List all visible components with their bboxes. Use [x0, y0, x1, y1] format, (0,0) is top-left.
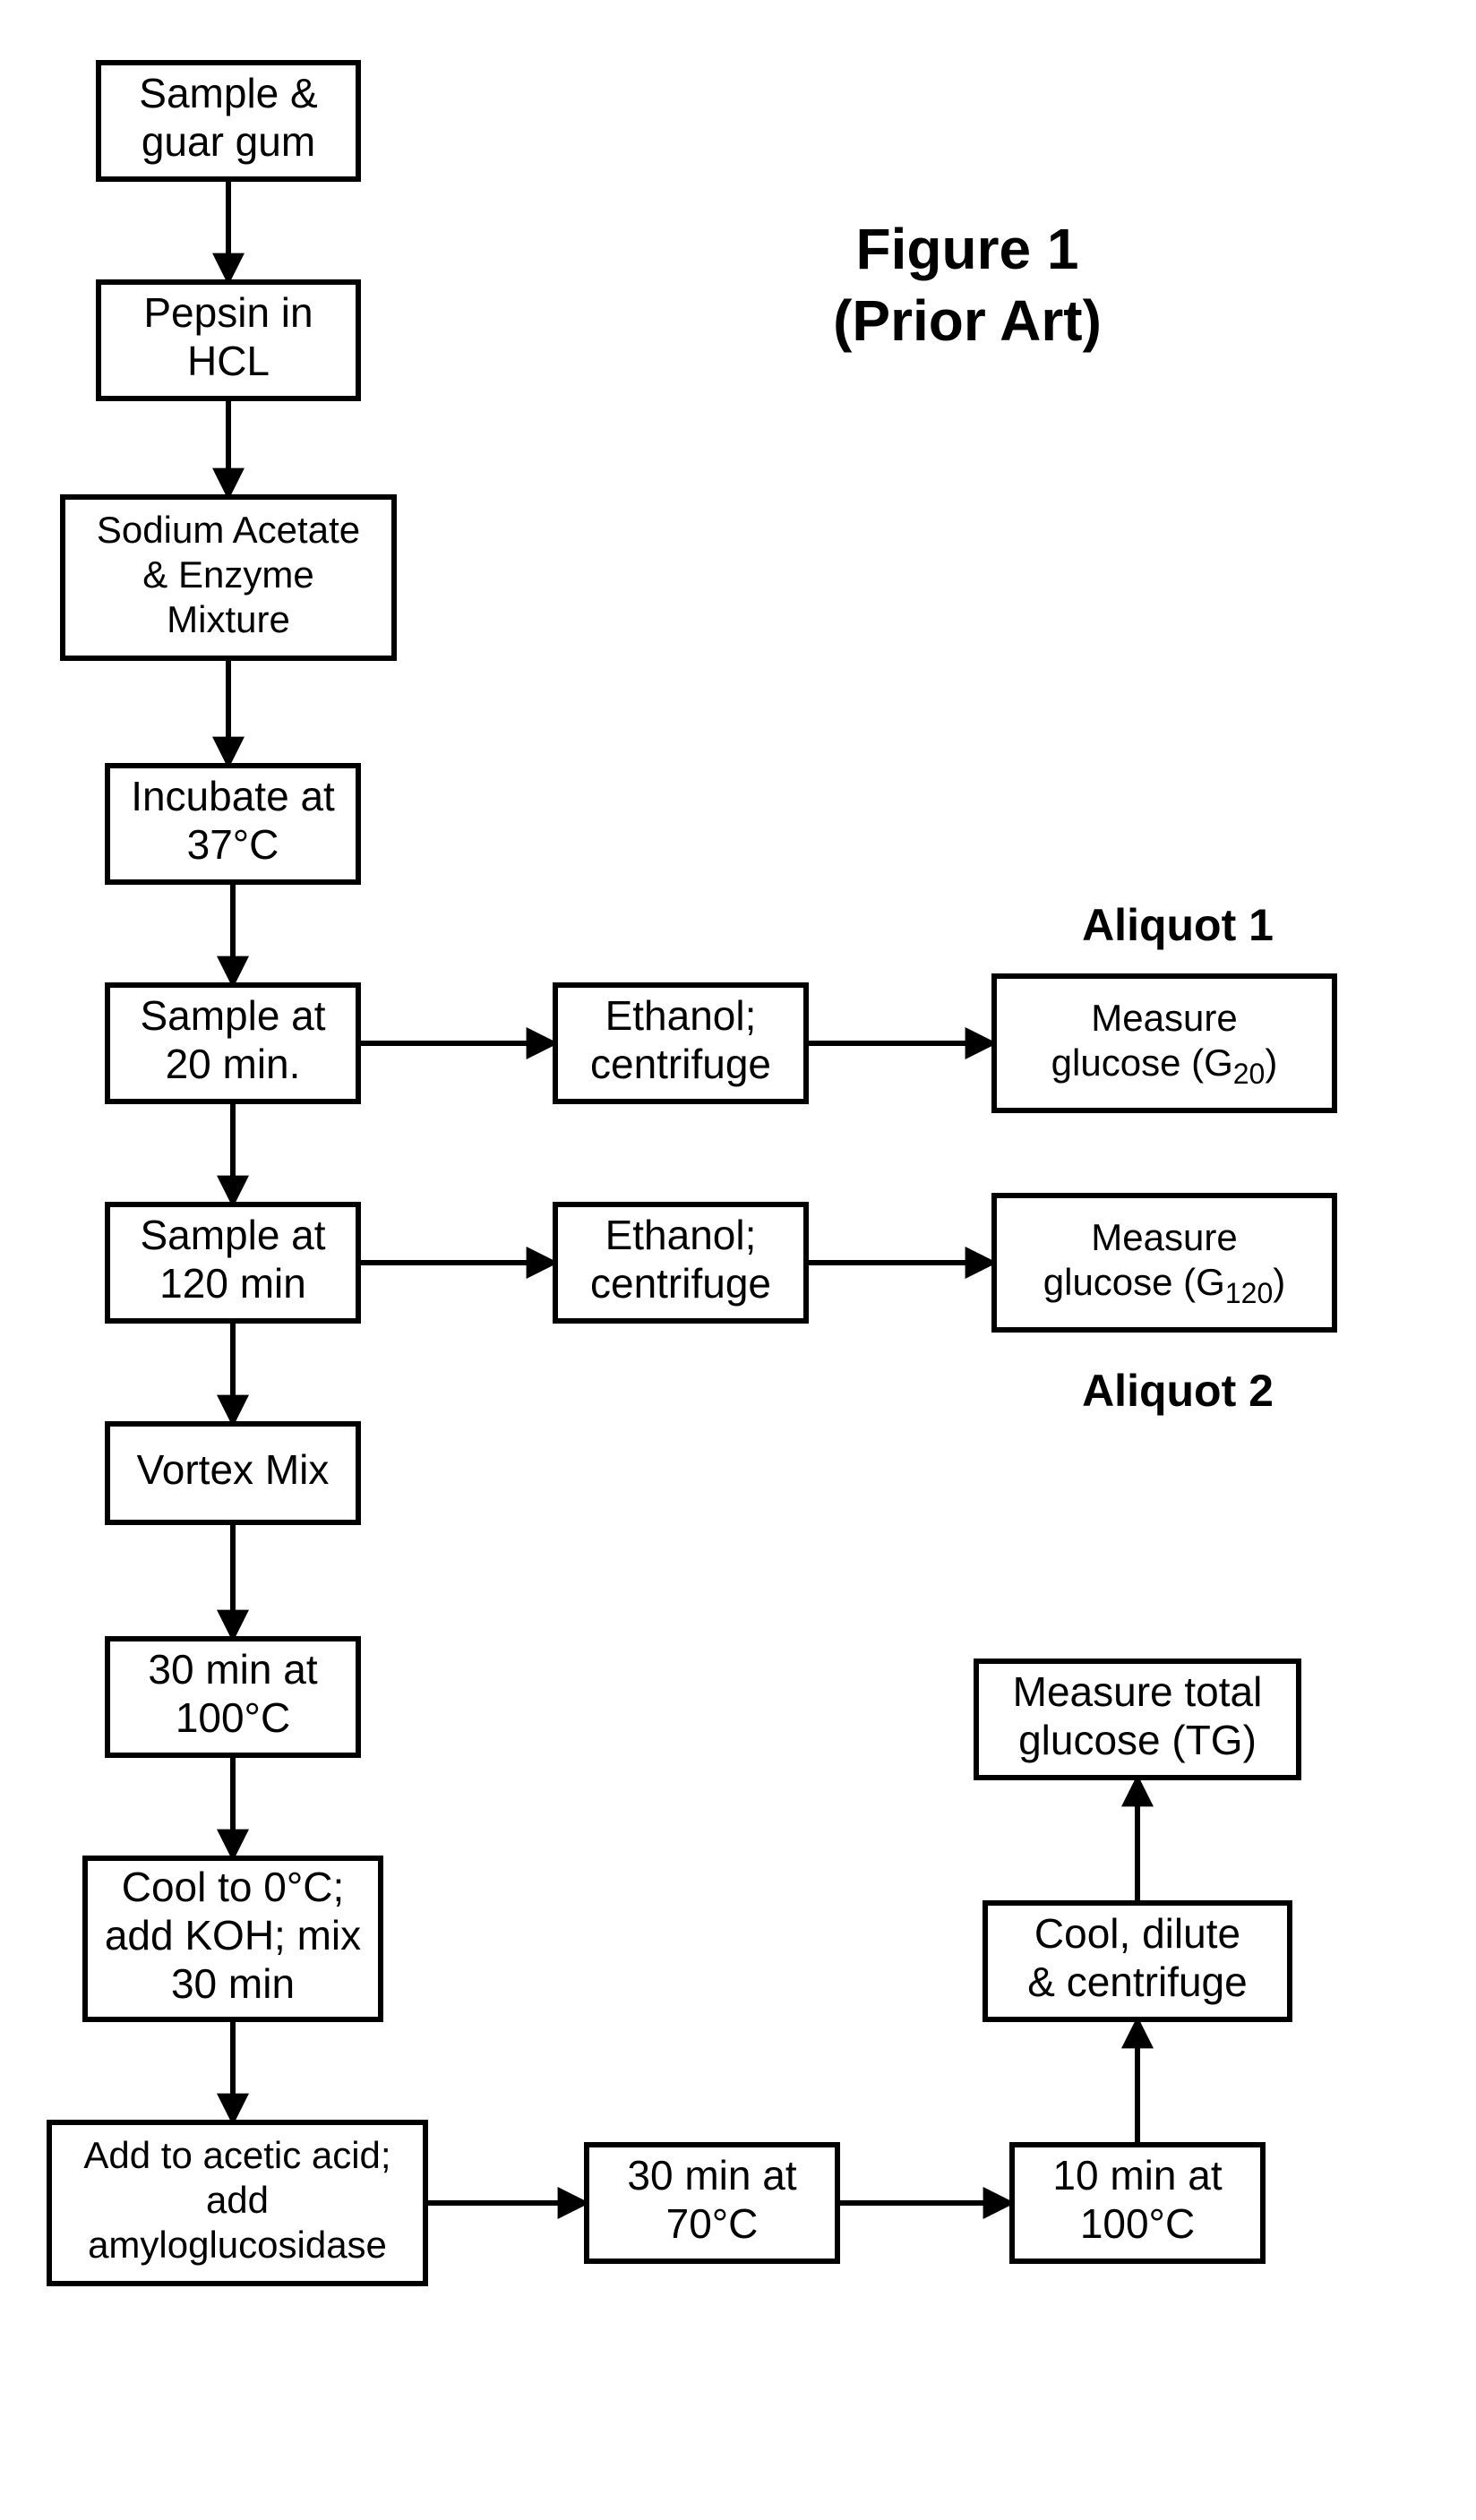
svg-text:Add to acetic acid;: Add to acetic acid; — [83, 2134, 390, 2176]
svg-text:Incubate at: Incubate at — [131, 773, 335, 819]
flowchart-node-n12: Measure totalglucose (TG) — [976, 1661, 1299, 1778]
flowchart-node-n6c: Measureglucose (G120) — [994, 1196, 1334, 1330]
svg-text:Sample &: Sample & — [139, 70, 317, 116]
svg-text:centrifuge: centrifuge — [590, 1041, 771, 1087]
flowchart-node-n6b: Ethanol;centrifuge — [555, 1204, 806, 1321]
figure-title: Figure 1 — [856, 217, 1079, 281]
flowchart-node-n8: 30 min at100°C — [107, 1639, 358, 1755]
svg-text:Cool to 0°C;: Cool to 0°C; — [122, 1864, 345, 1910]
flowchart-container: Sample &guar gum Pepsin inHCL Sodium Aceta… — [0, 0, 1476, 2520]
svg-text:100°C: 100°C — [176, 1694, 290, 1741]
flowchart-node-n5b: Ethanol;centrifuge — [555, 985, 806, 1101]
svg-text:10 min at: 10 min at — [1052, 2152, 1222, 2199]
svg-text:& centrifuge: & centrifuge — [1027, 1959, 1247, 2005]
svg-text:Vortex Mix: Vortex Mix — [137, 1446, 330, 1493]
svg-text:20 min.: 20 min. — [166, 1041, 301, 1087]
svg-text:Sample at: Sample at — [140, 992, 325, 1039]
svg-text:amyloglucosidase: amyloglucosidase — [88, 2224, 387, 2266]
svg-text:100°C: 100°C — [1080, 2200, 1195, 2247]
svg-text:Mixture: Mixture — [167, 598, 290, 640]
flowchart-node-n3: Sodium Acetate& EnzymeMixture — [63, 497, 394, 658]
svg-text:glucose (TG): glucose (TG) — [1018, 1717, 1257, 1763]
flowchart-node-n5c: Measureglucose (G20) — [994, 976, 1334, 1110]
svg-text:Measure: Measure — [1091, 997, 1237, 1039]
svg-text:guar gum: guar gum — [142, 118, 315, 165]
figure-subtitle: (Prior Art) — [833, 288, 1102, 353]
flowchart-node-n7: Vortex Mix — [107, 1424, 358, 1522]
flowchart-node-n10: Add to acetic acid;addamyloglucosidase — [49, 2122, 425, 2284]
svg-text:Sample at: Sample at — [140, 1212, 325, 1258]
flowchart-node-n10b: 30 min at70°C — [587, 2145, 837, 2261]
flowchart-node-n10c: 10 min at100°C — [1012, 2145, 1263, 2261]
flowchart-node-n11: Cool, dilute& centrifuge — [985, 1903, 1290, 2019]
svg-text:30 min at: 30 min at — [148, 1646, 317, 1693]
svg-text:HCL: HCL — [187, 338, 270, 384]
flowchart-node-n1: Sample &guar gum — [99, 63, 358, 179]
flowchart-svg: Sample &guar gum Pepsin inHCL Sodium Aceta… — [0, 0, 1476, 2520]
flowchart-node-n4: Incubate at37°C — [107, 766, 358, 882]
flowchart-node-n5: Sample at20 min. — [107, 985, 358, 1101]
aliquot1-label: Aliquot 1 — [1082, 900, 1274, 950]
svg-text:37°C: 37°C — [187, 821, 279, 868]
svg-text:Sodium Acetate: Sodium Acetate — [97, 509, 360, 551]
svg-text:centrifuge: centrifuge — [590, 1260, 771, 1307]
svg-text:Cool, dilute: Cool, dilute — [1034, 1910, 1240, 1957]
svg-text:70°C: 70°C — [666, 2200, 759, 2247]
svg-text:add: add — [206, 2179, 269, 2221]
svg-text:30 min: 30 min — [171, 1960, 295, 2007]
flowchart-node-n2: Pepsin inHCL — [99, 282, 358, 399]
svg-text:Measure total: Measure total — [1013, 1668, 1263, 1715]
aliquot2-label: Aliquot 2 — [1082, 1366, 1274, 1416]
flowchart-node-n9: Cool to 0°C;add KOH; mix30 min — [85, 1858, 381, 2019]
svg-text:Pepsin in: Pepsin in — [143, 289, 313, 336]
svg-text:Measure: Measure — [1091, 1216, 1237, 1258]
svg-text:30 min at: 30 min at — [627, 2152, 796, 2199]
svg-text:Ethanol;: Ethanol; — [605, 992, 757, 1039]
svg-text:120 min: 120 min — [159, 1260, 306, 1307]
flowchart-node-n6: Sample at120 min — [107, 1204, 358, 1321]
svg-text:& Enzyme: & Enzyme — [142, 553, 313, 596]
svg-text:add KOH; mix: add KOH; mix — [105, 1912, 361, 1959]
svg-text:Ethanol;: Ethanol; — [605, 1212, 757, 1258]
